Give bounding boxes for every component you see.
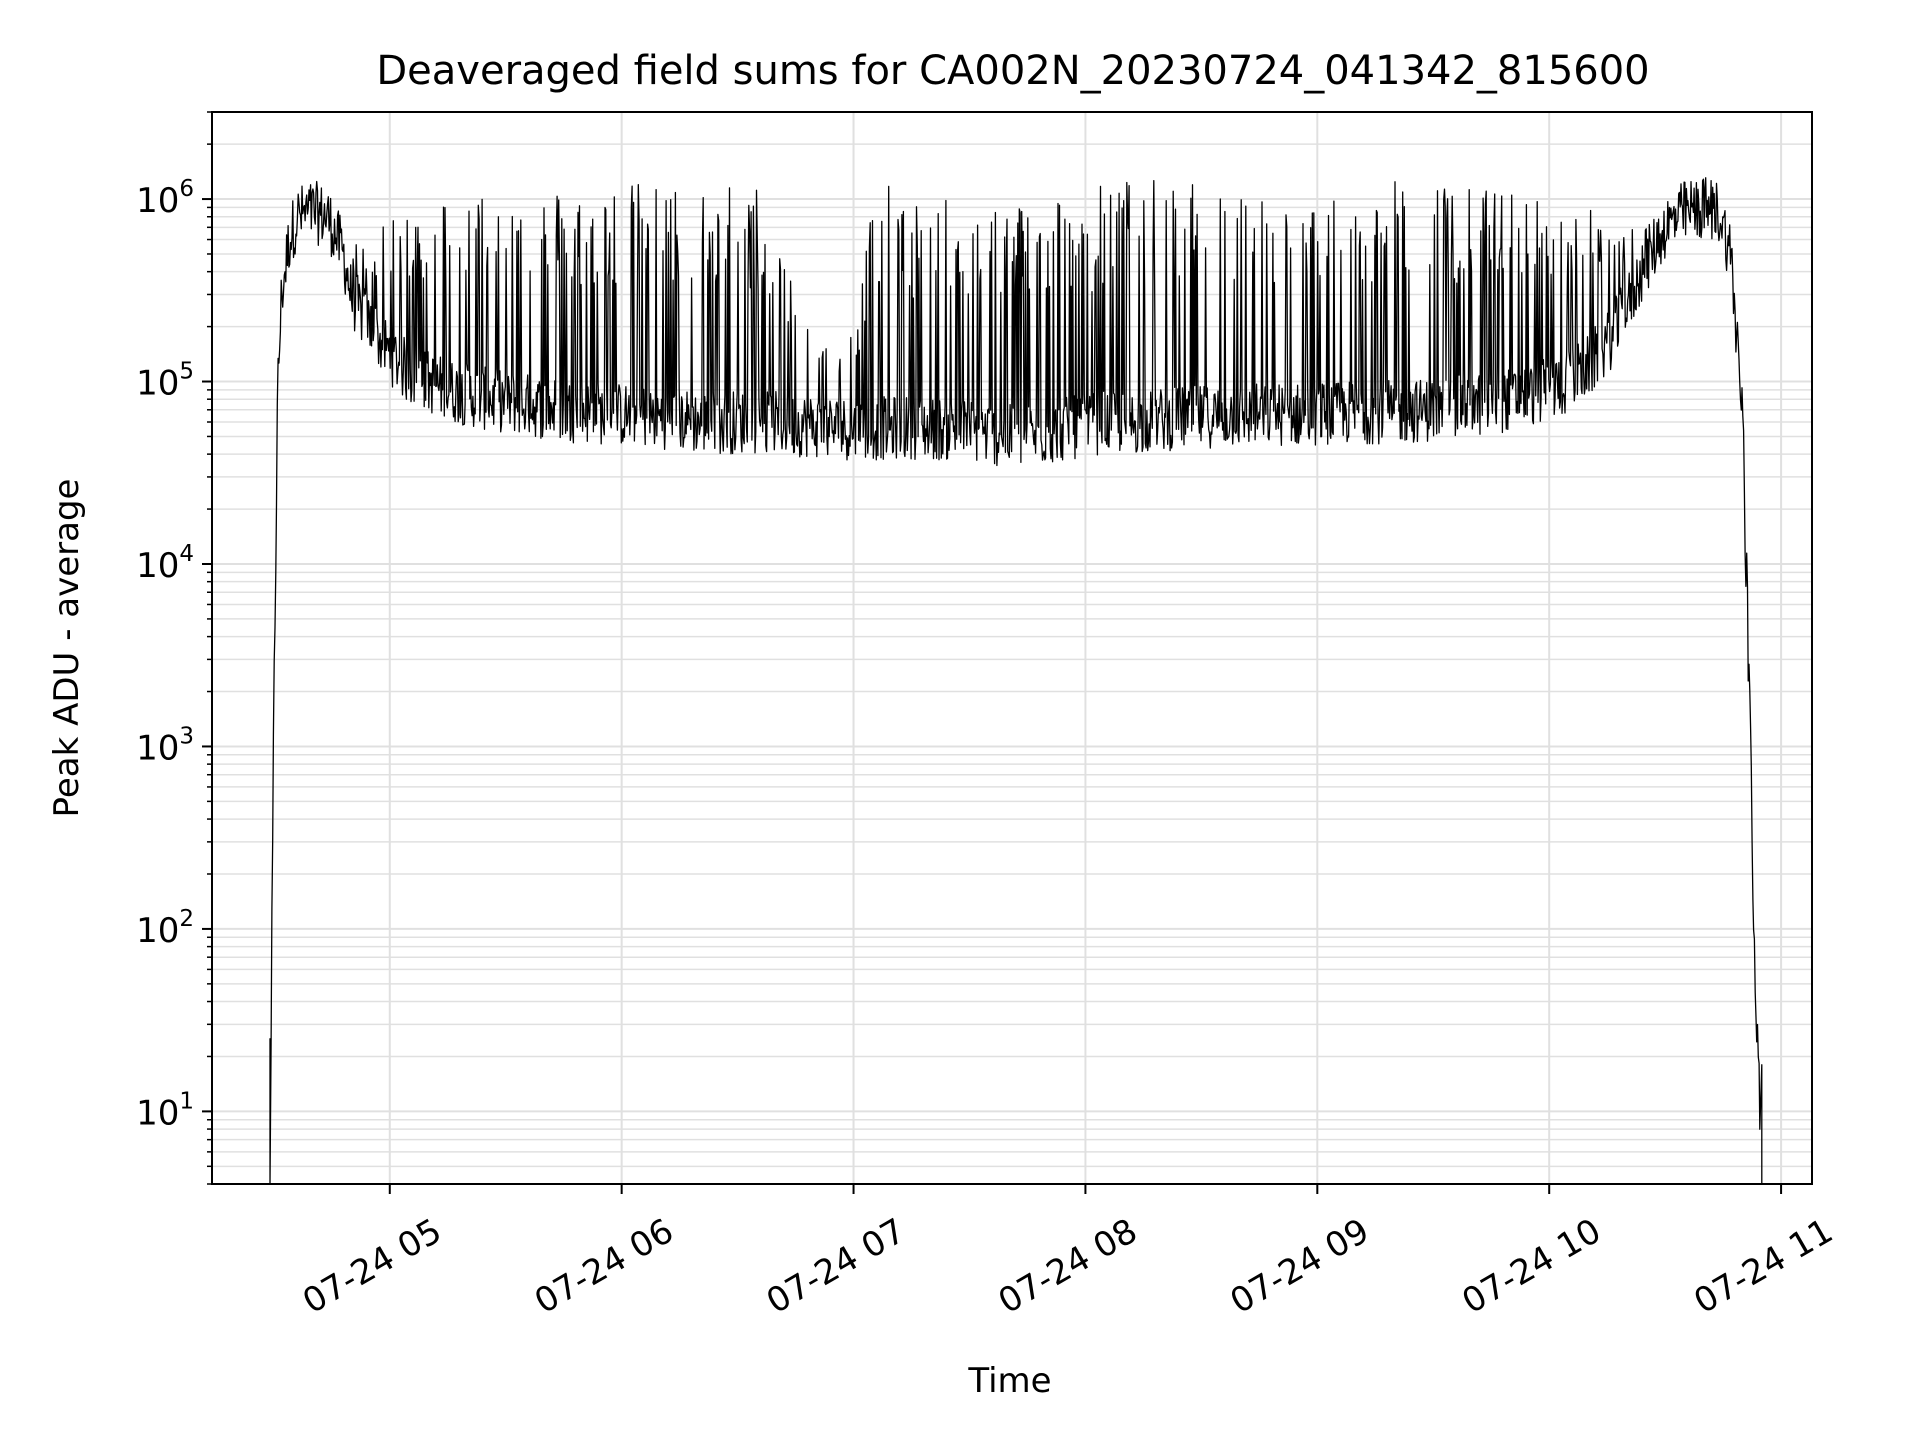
y-tick-label: 104 (136, 541, 194, 586)
y-tick-label: 102 (136, 906, 194, 951)
y-axis-label: Peak ADU - average (47, 479, 87, 818)
y-tick-label: 106 (136, 176, 194, 221)
gridlines (212, 111, 1812, 1185)
x-axis-label: Time (967, 1361, 1051, 1401)
y-tick-label: 105 (136, 359, 194, 404)
y-axis: 101 102 103 104 105 106 (136, 111, 212, 1185)
y-tick-label: 101 (136, 1088, 194, 1133)
series-line (269, 177, 1763, 1185)
plot-area-frame (211, 111, 1813, 1185)
series-group (269, 177, 1763, 1185)
chart-title: Deaveraged field sums for CA002N_2023072… (376, 48, 1649, 94)
y-tick-label: 103 (136, 723, 194, 768)
